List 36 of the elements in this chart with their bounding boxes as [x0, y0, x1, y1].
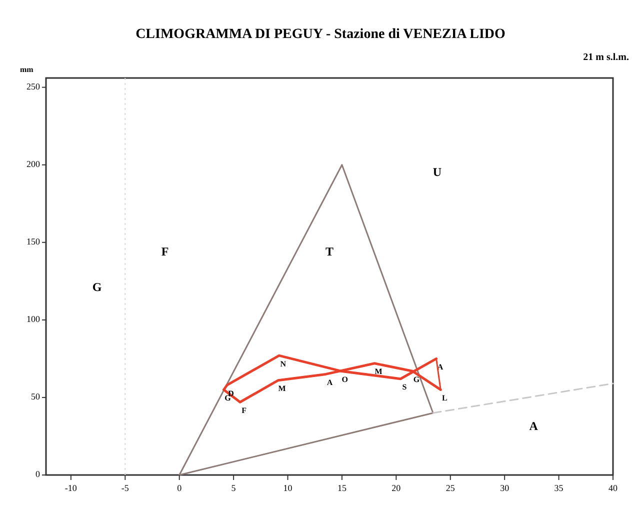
x-tick-label: 15 — [337, 483, 347, 493]
x-tick-label: 5 — [231, 483, 236, 493]
data-label: M — [278, 384, 286, 394]
chart-title: CLIMOGRAMMA DI PEGUY - Stazione di VENEZIA LIDO — [136, 27, 506, 42]
data-label: N — [280, 359, 286, 368]
annotation: A — [529, 419, 538, 434]
x-tick-label: 20 — [392, 483, 402, 493]
x-tick-label: -10 — [64, 483, 78, 493]
data-label: M — [374, 367, 383, 376]
data-label: L — [442, 394, 448, 403]
x-tick-label: 35 — [554, 483, 564, 493]
y-tick-label: 100 — [26, 314, 40, 324]
annotation: U — [432, 165, 442, 180]
x-tick-label: 25 — [446, 483, 456, 493]
chart-subtitle: 21 m s.l.m. — [583, 52, 630, 63]
y-tick-label: 50 — [31, 392, 40, 402]
x-tick-label: -5 — [121, 483, 130, 493]
annotation: F — [161, 244, 169, 258]
x-tick-label: 30 — [500, 483, 510, 493]
data-label: G — [413, 374, 420, 384]
y-axis-title: mm — [20, 65, 34, 74]
data-label: F — [242, 406, 247, 415]
x-tick-label: 0 — [177, 483, 182, 493]
y-tick-label: 200 — [26, 158, 40, 169]
y-tick-label: 250 — [26, 81, 40, 92]
annotation: T — [325, 244, 334, 258]
y-tick-label: 150 — [26, 236, 40, 246]
annotation: G — [92, 280, 102, 294]
y-tick-label: 0 — [36, 469, 40, 480]
data-label: G — [224, 394, 231, 403]
data-label: A — [326, 378, 333, 388]
x-tick-label: 10 — [283, 483, 293, 493]
data-label: O — [342, 374, 348, 384]
data-label: D — [228, 388, 234, 398]
data-label: S — [402, 382, 408, 392]
x-tick-label: 40 — [608, 483, 618, 493]
